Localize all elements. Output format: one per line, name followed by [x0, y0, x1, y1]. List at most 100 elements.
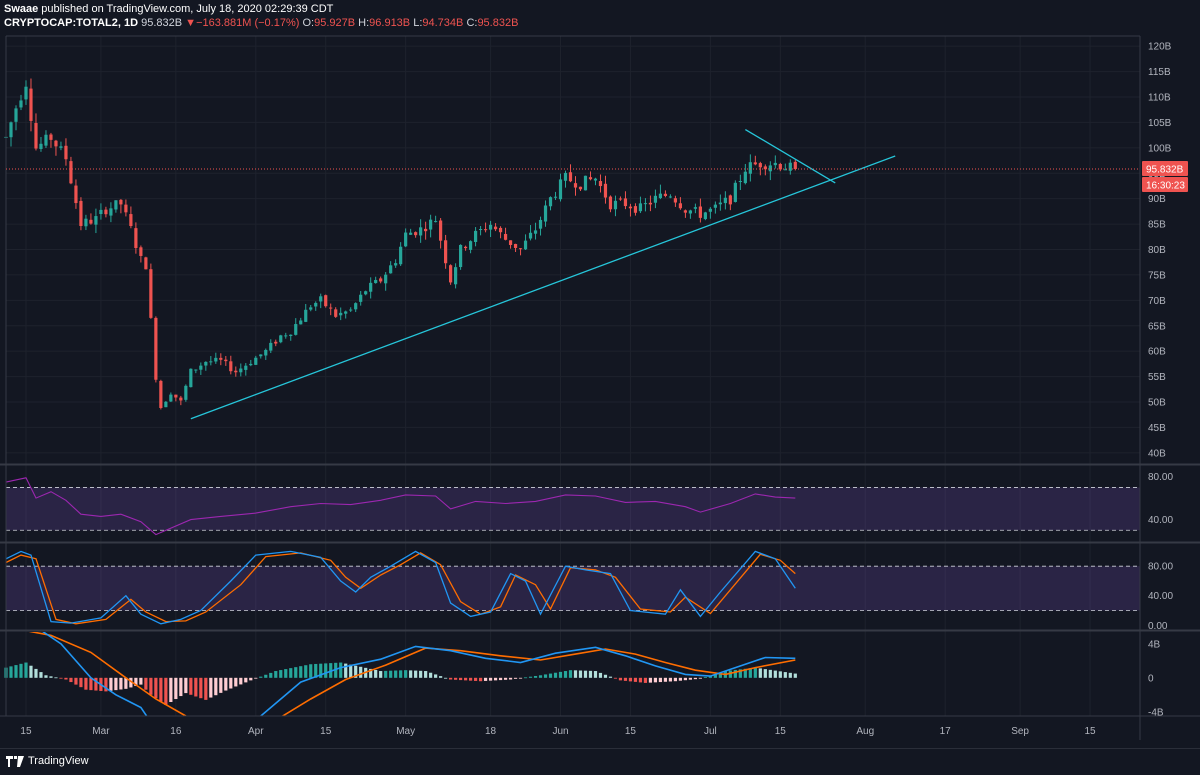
macd-histogram-bar [104, 677, 108, 692]
macd-histogram-bar [513, 677, 518, 679]
candle-body [319, 296, 323, 302]
close-value: 95.832B [477, 17, 519, 29]
macd-histogram-bar [533, 675, 538, 678]
x-tick-label: Mar [92, 726, 110, 737]
candle-body [114, 200, 118, 210]
candle-body [558, 179, 563, 200]
macd-histogram-bar [249, 677, 253, 681]
candle-body [648, 202, 653, 205]
last-price: 95.832B [141, 17, 183, 29]
ohlc-legend: CRYPTOCAP:TOTAL2, 1D 95.832B ▼−163.881M … [4, 17, 518, 29]
chart-header: Swaae published on TradingView.com, July… [0, 0, 1200, 34]
y-tick-label: 50B [1148, 398, 1166, 409]
macd-histogram-bar [743, 668, 747, 678]
tradingview-brand[interactable]: TradingView [6, 755, 89, 767]
stoch-d-line [5, 552, 796, 625]
macd-histogram-bar [389, 670, 393, 678]
indicator-panes [4, 477, 1140, 716]
macd-histogram-bar [768, 669, 772, 678]
macd-y-tick-label: 4B [1148, 639, 1161, 650]
candle-body [588, 177, 593, 180]
candle-body [179, 397, 183, 401]
macd-histogram-bar [603, 674, 608, 678]
macd-histogram-bar [458, 677, 463, 681]
candle-body [234, 370, 238, 373]
candle-body [404, 232, 408, 247]
candle-body [713, 204, 717, 208]
trendline [745, 128, 836, 184]
macd-histogram-bar [14, 665, 18, 678]
macd-histogram-bar [69, 677, 73, 683]
stoch-y-tick-label: 0.00 [1148, 621, 1168, 632]
candle-body [349, 309, 353, 311]
candle-body [84, 218, 88, 227]
macd-histogram-bar [518, 677, 523, 679]
candle-body [359, 294, 363, 302]
candle-body [99, 209, 103, 215]
candle-body [294, 324, 298, 335]
author-name[interactable]: Swaae [4, 3, 39, 15]
macd-histogram-bar [114, 677, 118, 691]
macd-histogram-bar [463, 677, 468, 681]
macd-histogram-bar [673, 677, 678, 682]
candle-body [758, 163, 762, 168]
macd-histogram-bar [618, 677, 623, 681]
candle-body [29, 88, 33, 121]
rsi-y-tick-label: 80.00 [1148, 472, 1173, 483]
macd-histogram-bar [573, 670, 578, 678]
y-tick-label: 45B [1148, 423, 1166, 434]
macd-histogram-bar [374, 669, 378, 678]
stoch-y-tick-label: 40.00 [1148, 591, 1173, 602]
macd-histogram-bar [319, 663, 323, 678]
rsi-line [5, 477, 796, 536]
macd-histogram-bar [608, 676, 613, 678]
macd-histogram-bar [239, 677, 243, 685]
countdown-tag [1142, 177, 1188, 193]
macd-histogram-bar [778, 671, 782, 678]
candle-body [264, 349, 268, 356]
candle-body [498, 227, 503, 233]
candle-body [543, 205, 548, 222]
macd-histogram-bar [134, 677, 138, 687]
macd-histogram-bar [424, 671, 428, 678]
candle-body [139, 247, 143, 256]
macd-histogram-bar [34, 668, 38, 678]
macd-histogram-bar [773, 670, 777, 678]
candle-body [538, 219, 543, 229]
candle-body [354, 303, 358, 310]
symbol-label[interactable]: CRYPTOCAP:TOTAL2, 1D [4, 17, 139, 29]
tradingview-logo-icon [6, 755, 24, 767]
candle-body [688, 210, 692, 214]
macd-histogram-bar [718, 672, 722, 678]
macd-histogram-bar [409, 670, 413, 678]
candle-body [598, 181, 603, 187]
macd-histogram-bar [523, 677, 528, 679]
candle-body [134, 228, 138, 249]
candle-body [603, 183, 608, 198]
macd-histogram-bar [628, 677, 633, 682]
candle-body [389, 265, 393, 274]
candle-body [793, 161, 797, 170]
candle-body [658, 193, 663, 199]
candle-body [493, 226, 498, 230]
candle-body [528, 232, 533, 239]
chart-canvas[interactable]: 15 Mar 16 Apr 15 May 18 Jun 15 Jul 15 Aug 17 Sep 15 40B… [0, 0, 1200, 748]
price-pane[interactable] [4, 78, 896, 420]
candle-body [628, 206, 633, 209]
candle-body [149, 269, 153, 318]
candle-body [39, 143, 43, 149]
macd-histogram-bar [663, 677, 668, 682]
macd-histogram-bar [613, 677, 618, 679]
rsi-band [6, 487, 1140, 531]
macd-histogram-bar [503, 677, 508, 680]
published-info: published on TradingView.com, July 18, 2… [38, 3, 334, 15]
macd-histogram-bar [394, 670, 398, 678]
macd-signal-line [28, 632, 796, 716]
candle-body [19, 100, 23, 108]
macd-histogram-bar [174, 677, 178, 700]
candle-body [553, 196, 558, 198]
grid [6, 36, 1140, 716]
x-tick-label: 17 [940, 726, 952, 737]
candle-body [164, 401, 168, 408]
candle-body [409, 232, 413, 235]
